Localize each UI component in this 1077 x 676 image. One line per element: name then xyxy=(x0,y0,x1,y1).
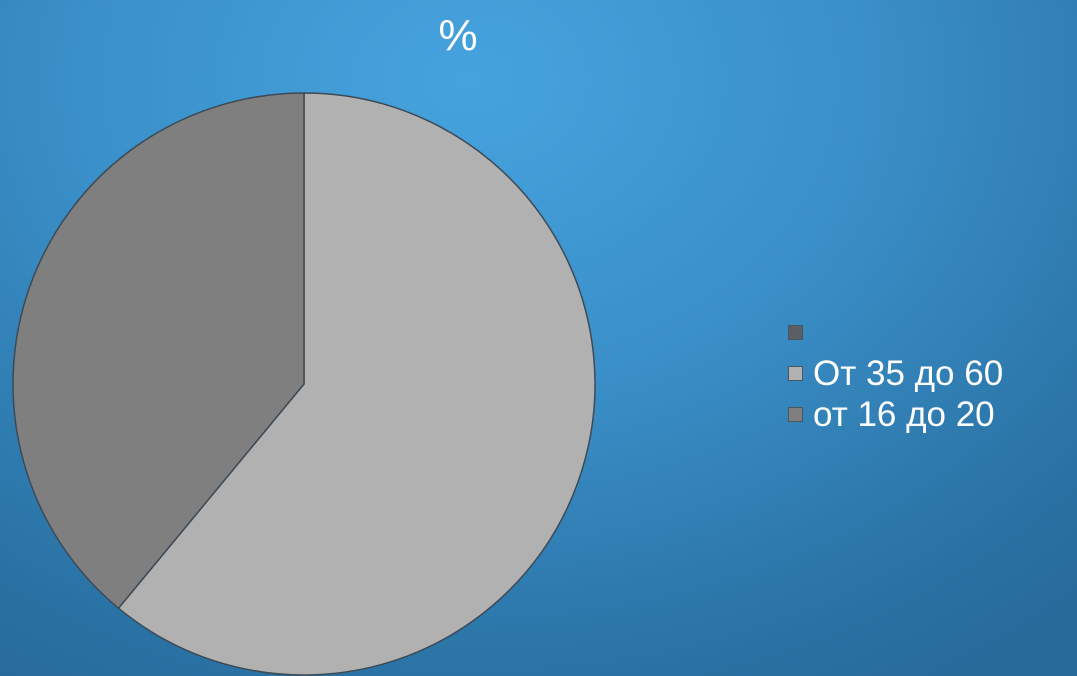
legend-swatch xyxy=(788,325,803,340)
legend-label: от 16 до 20 xyxy=(813,394,995,434)
legend-item xyxy=(788,312,1003,353)
legend-swatch xyxy=(788,407,803,422)
pie-slice xyxy=(117,92,596,676)
legend: От 35 до 60 от 16 до 20 xyxy=(788,312,1003,435)
legend-item: От 35 до 60 xyxy=(788,353,1003,394)
pie-slice xyxy=(12,92,305,610)
legend-label: От 35 до 60 xyxy=(813,353,1004,393)
legend-item: от 16 до 20 xyxy=(788,394,1003,435)
legend-swatch xyxy=(788,366,803,381)
chart-title: % xyxy=(438,11,478,60)
